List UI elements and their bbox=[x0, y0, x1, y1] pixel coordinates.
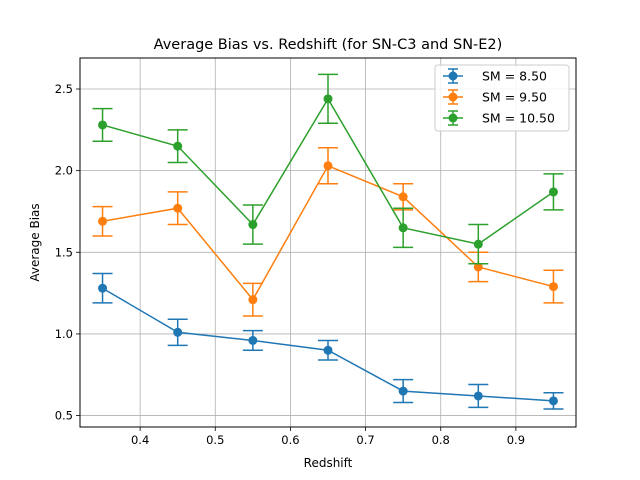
data-point bbox=[98, 120, 108, 130]
data-point bbox=[548, 282, 558, 292]
legend-label: SM = 10.50 bbox=[482, 111, 555, 126]
series-2 bbox=[92, 147, 564, 317]
data-point bbox=[323, 161, 333, 171]
data-point bbox=[173, 327, 183, 337]
legend-item: SM = 10.50 bbox=[443, 110, 555, 126]
data-point bbox=[248, 295, 258, 305]
y-tick-label: 1.0 bbox=[55, 327, 73, 341]
series-layer bbox=[92, 73, 564, 410]
y-tick-label: 2.0 bbox=[55, 164, 73, 178]
legend-label: SM = 8.50 bbox=[482, 69, 547, 84]
series-3 bbox=[92, 73, 564, 265]
x-tick-label: 0.9 bbox=[507, 433, 525, 447]
data-point bbox=[473, 391, 483, 401]
x-tick-label: 0.4 bbox=[131, 433, 149, 447]
data-point bbox=[323, 94, 333, 104]
data-point bbox=[548, 396, 558, 406]
data-point bbox=[248, 335, 258, 345]
series-1 bbox=[92, 272, 564, 410]
chart-title: Average Bias vs. Redshift (for SN-C3 and… bbox=[154, 37, 503, 53]
legend-box bbox=[434, 64, 570, 132]
legend-item: SM = 8.50 bbox=[443, 68, 547, 84]
x-tick-label: 0.5 bbox=[206, 433, 224, 447]
data-point bbox=[248, 220, 258, 230]
data-point bbox=[473, 239, 483, 249]
y-tick-label: 1.5 bbox=[55, 245, 73, 259]
data-point bbox=[398, 192, 408, 202]
data-point bbox=[323, 345, 333, 355]
data-point bbox=[473, 262, 483, 272]
x-tick-label: 0.8 bbox=[432, 433, 450, 447]
data-point bbox=[398, 386, 408, 396]
data-point bbox=[548, 187, 558, 197]
data-point bbox=[98, 216, 108, 226]
x-tick-label: 0.7 bbox=[356, 433, 374, 447]
data-point bbox=[173, 141, 183, 151]
y-tick-label: 0.5 bbox=[55, 409, 73, 423]
legend-label: SM = 9.50 bbox=[482, 90, 547, 105]
y-axis-label: Average Bias bbox=[28, 203, 42, 281]
legend: SM = 8.50 SM = 9.50 SM = 10.50 bbox=[434, 64, 570, 132]
data-point bbox=[398, 223, 408, 233]
legend-marker bbox=[448, 71, 458, 81]
x-axis-label: Redshift bbox=[304, 456, 353, 470]
x-tick-label: 0.6 bbox=[281, 433, 299, 447]
legend-marker bbox=[448, 92, 458, 102]
y-tick-label: 2.5 bbox=[55, 82, 73, 96]
plot-frame bbox=[79, 57, 577, 428]
data-point bbox=[98, 283, 108, 293]
legend-marker bbox=[448, 113, 458, 123]
data-point bbox=[173, 203, 183, 213]
legend-item: SM = 9.50 bbox=[443, 89, 547, 105]
axis-layer: 0.4 0.5 0.6 0.7 0.8 0.9 0.5 1.0 1.5 2.0 2.5 bbox=[55, 82, 525, 447]
